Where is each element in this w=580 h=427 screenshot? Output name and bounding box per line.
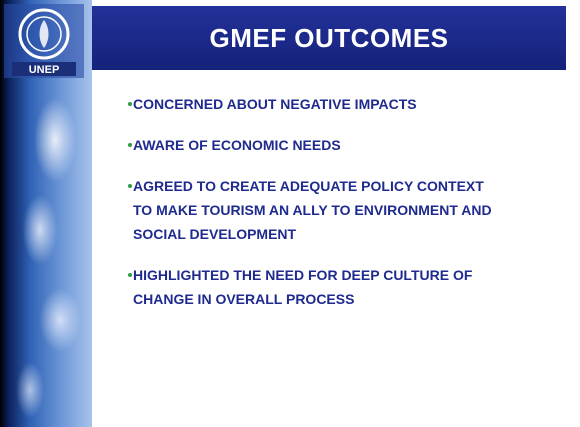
- logo: UNEP: [4, 4, 84, 78]
- bullet-item: CONCERNED ABOUT NEGATIVE IMPACTS: [133, 92, 501, 116]
- logo-text: UNEP: [29, 64, 60, 76]
- bullet-dot: [128, 143, 132, 147]
- bullet-item: AWARE OF ECONOMIC NEEDS: [133, 133, 501, 157]
- bullet-text: HIGHLIGHTED THE NEED FOR DEEP CULTURE OF…: [133, 267, 472, 307]
- bullet-item: HIGHLIGHTED THE NEED FOR DEEP CULTURE OF…: [133, 263, 501, 311]
- slide: UNEP GMEF OUTCOMES CONCERNED ABOUT NEGAT…: [0, 0, 580, 427]
- bullet-list: CONCERNED ABOUT NEGATIVE IMPACTS AWARE OF…: [133, 92, 501, 328]
- bullet-dot: [128, 273, 132, 277]
- title-band: GMEF OUTCOMES: [92, 6, 566, 70]
- bullet-text: CONCERNED ABOUT NEGATIVE IMPACTS: [133, 96, 417, 112]
- bullet-dot: [128, 184, 132, 188]
- bullet-text: AGREED TO CREATE ADEQUATE POLICY CONTEXT…: [133, 178, 492, 242]
- bullet-text: AWARE OF ECONOMIC NEEDS: [133, 137, 341, 153]
- title: GMEF OUTCOMES: [209, 23, 448, 54]
- bullet-dot: [128, 102, 132, 106]
- bullet-item: AGREED TO CREATE ADEQUATE POLICY CONTEXT…: [133, 174, 501, 246]
